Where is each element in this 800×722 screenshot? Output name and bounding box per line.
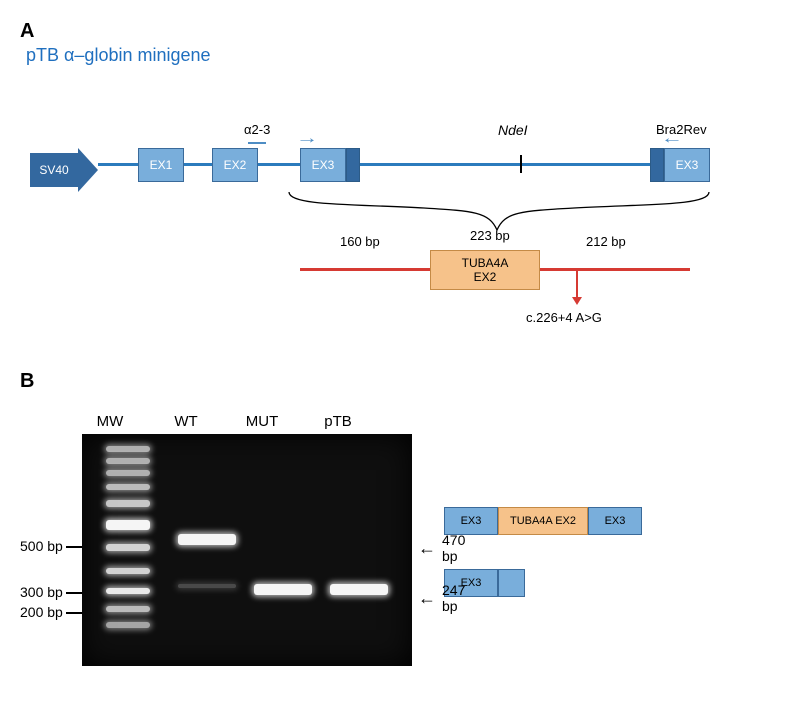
gel-band bbox=[330, 584, 388, 595]
arrow-left-icon: ← bbox=[418, 588, 436, 609]
insert-right-len: 212 bp bbox=[586, 234, 626, 249]
tuba-name-line2: EX2 bbox=[474, 270, 497, 284]
arrow-left-icon: ← bbox=[418, 538, 436, 559]
sch-tuba: TUBA4A EX2 bbox=[498, 507, 588, 535]
minigene-line bbox=[98, 163, 710, 166]
panel-b-letter: B bbox=[20, 370, 34, 392]
mutation-arrowhead-icon bbox=[572, 297, 582, 305]
exon1-box: EX1 bbox=[138, 148, 184, 182]
minigene-title: pTB α–globin minigene bbox=[26, 45, 780, 66]
ladder-band bbox=[106, 544, 150, 551]
ladder-band bbox=[106, 458, 150, 464]
exon2-box: EX2 bbox=[212, 148, 258, 182]
lane-wt: WT bbox=[160, 413, 212, 430]
figure: A pTB α–globin minigene α2-3 → NdeI Bra2… bbox=[20, 20, 780, 666]
panel-b-content: MW WT MUT pTB 500 bp 300 bp 200 bp ← 470… bbox=[20, 413, 780, 666]
panel-a-diagram: α2-3 → NdeI Bra2Rev → SV40 EX1 EX2 bbox=[20, 70, 780, 370]
insert-left-len: 160 bp bbox=[340, 234, 380, 249]
band-470: ← 470 bp bbox=[418, 532, 465, 564]
ladder-band bbox=[106, 588, 150, 594]
ladder-band bbox=[106, 568, 150, 574]
insert-intron-right bbox=[540, 268, 690, 271]
exon3a-label: EX3 bbox=[312, 158, 335, 172]
primer-alpha-label: α2-3 bbox=[244, 122, 270, 137]
tuba-name-line1: TUBA4A bbox=[462, 256, 509, 270]
mutation-arrow-stem bbox=[576, 268, 578, 298]
schematic-row-247: EX3 bbox=[444, 569, 642, 597]
ladder-band bbox=[106, 622, 150, 628]
sch-ex3-right: EX3 bbox=[588, 507, 642, 535]
ex2-primer-tick-icon bbox=[248, 142, 266, 144]
sv40-promoter: SV40 bbox=[30, 148, 98, 192]
exon2-label: EX2 bbox=[224, 158, 247, 172]
schematic-row-470: EX3 TUBA4A EX2 EX3 bbox=[444, 507, 642, 535]
lane-mut: MUT bbox=[236, 413, 288, 430]
band-schematic: EX3 TUBA4A EX2 EX3 EX3 bbox=[444, 507, 642, 597]
marker-300: 300 bp bbox=[20, 584, 63, 600]
ndei-tick-icon bbox=[520, 155, 522, 173]
exon3b-darkstrip bbox=[650, 148, 664, 182]
ndei-label: NdeI bbox=[498, 122, 528, 138]
exon3a-darkstrip bbox=[346, 148, 360, 182]
marker-500: 500 bp bbox=[20, 538, 63, 554]
lane-mw: MW bbox=[84, 413, 136, 430]
exon1-label: EX1 bbox=[150, 158, 173, 172]
panel-a: A pTB α–globin minigene α2-3 → NdeI Bra2… bbox=[20, 20, 780, 370]
exon3a-box: EX3 bbox=[300, 148, 346, 182]
marker-200: 200 bp bbox=[20, 604, 63, 620]
exon3b-label: EX3 bbox=[676, 158, 699, 172]
exon3b-box: EX3 bbox=[664, 148, 710, 182]
sv40-arrowhead-icon bbox=[78, 148, 98, 192]
ladder-band bbox=[106, 470, 150, 476]
ladder-band bbox=[106, 446, 150, 452]
band-470-label: 470 bp bbox=[442, 532, 465, 564]
panel-b: B MW WT MUT pTB 500 bp 300 bp 200 bp bbox=[20, 370, 780, 666]
ladder-band bbox=[106, 606, 150, 612]
sv40-label: SV40 bbox=[30, 153, 78, 187]
panel-a-letter: A bbox=[20, 20, 34, 42]
sch-ex3-right2-partial bbox=[498, 569, 525, 597]
ladder-band bbox=[106, 500, 150, 507]
tuba-exon-box: TUBA4A EX2 bbox=[430, 250, 540, 290]
gel-band bbox=[178, 584, 236, 588]
insert-exon-len: 223 bp bbox=[470, 228, 510, 243]
ladder-band bbox=[106, 520, 150, 530]
primer-bra-arrow-icon: → bbox=[661, 130, 683, 148]
band-247-label: 247 bp bbox=[442, 582, 465, 614]
insert-intron-left bbox=[300, 268, 430, 271]
gel-wrap: MW WT MUT pTB 500 bp 300 bp 200 bp ← 470… bbox=[20, 413, 420, 666]
minigene-track: SV40 EX1 EX2 EX3 bbox=[30, 148, 710, 182]
sch-ex3-left: EX3 bbox=[444, 507, 498, 535]
insert-region: 160 bp 223 bp 212 bp TUBA4A EX2 c.226+4 … bbox=[300, 240, 690, 330]
gel-band bbox=[254, 584, 312, 595]
mutation-label: c.226+4 A>G bbox=[526, 310, 602, 325]
band-247: ← 247 bp bbox=[418, 582, 465, 614]
gel-band bbox=[178, 534, 236, 545]
lane-ptb: pTB bbox=[312, 413, 364, 430]
ladder-band bbox=[106, 484, 150, 490]
gel-image bbox=[82, 434, 412, 666]
curly-brace-icon bbox=[284, 190, 714, 230]
lane-labels: MW WT MUT pTB bbox=[20, 413, 420, 430]
primer-alpha-arrow-icon: → bbox=[296, 130, 318, 148]
